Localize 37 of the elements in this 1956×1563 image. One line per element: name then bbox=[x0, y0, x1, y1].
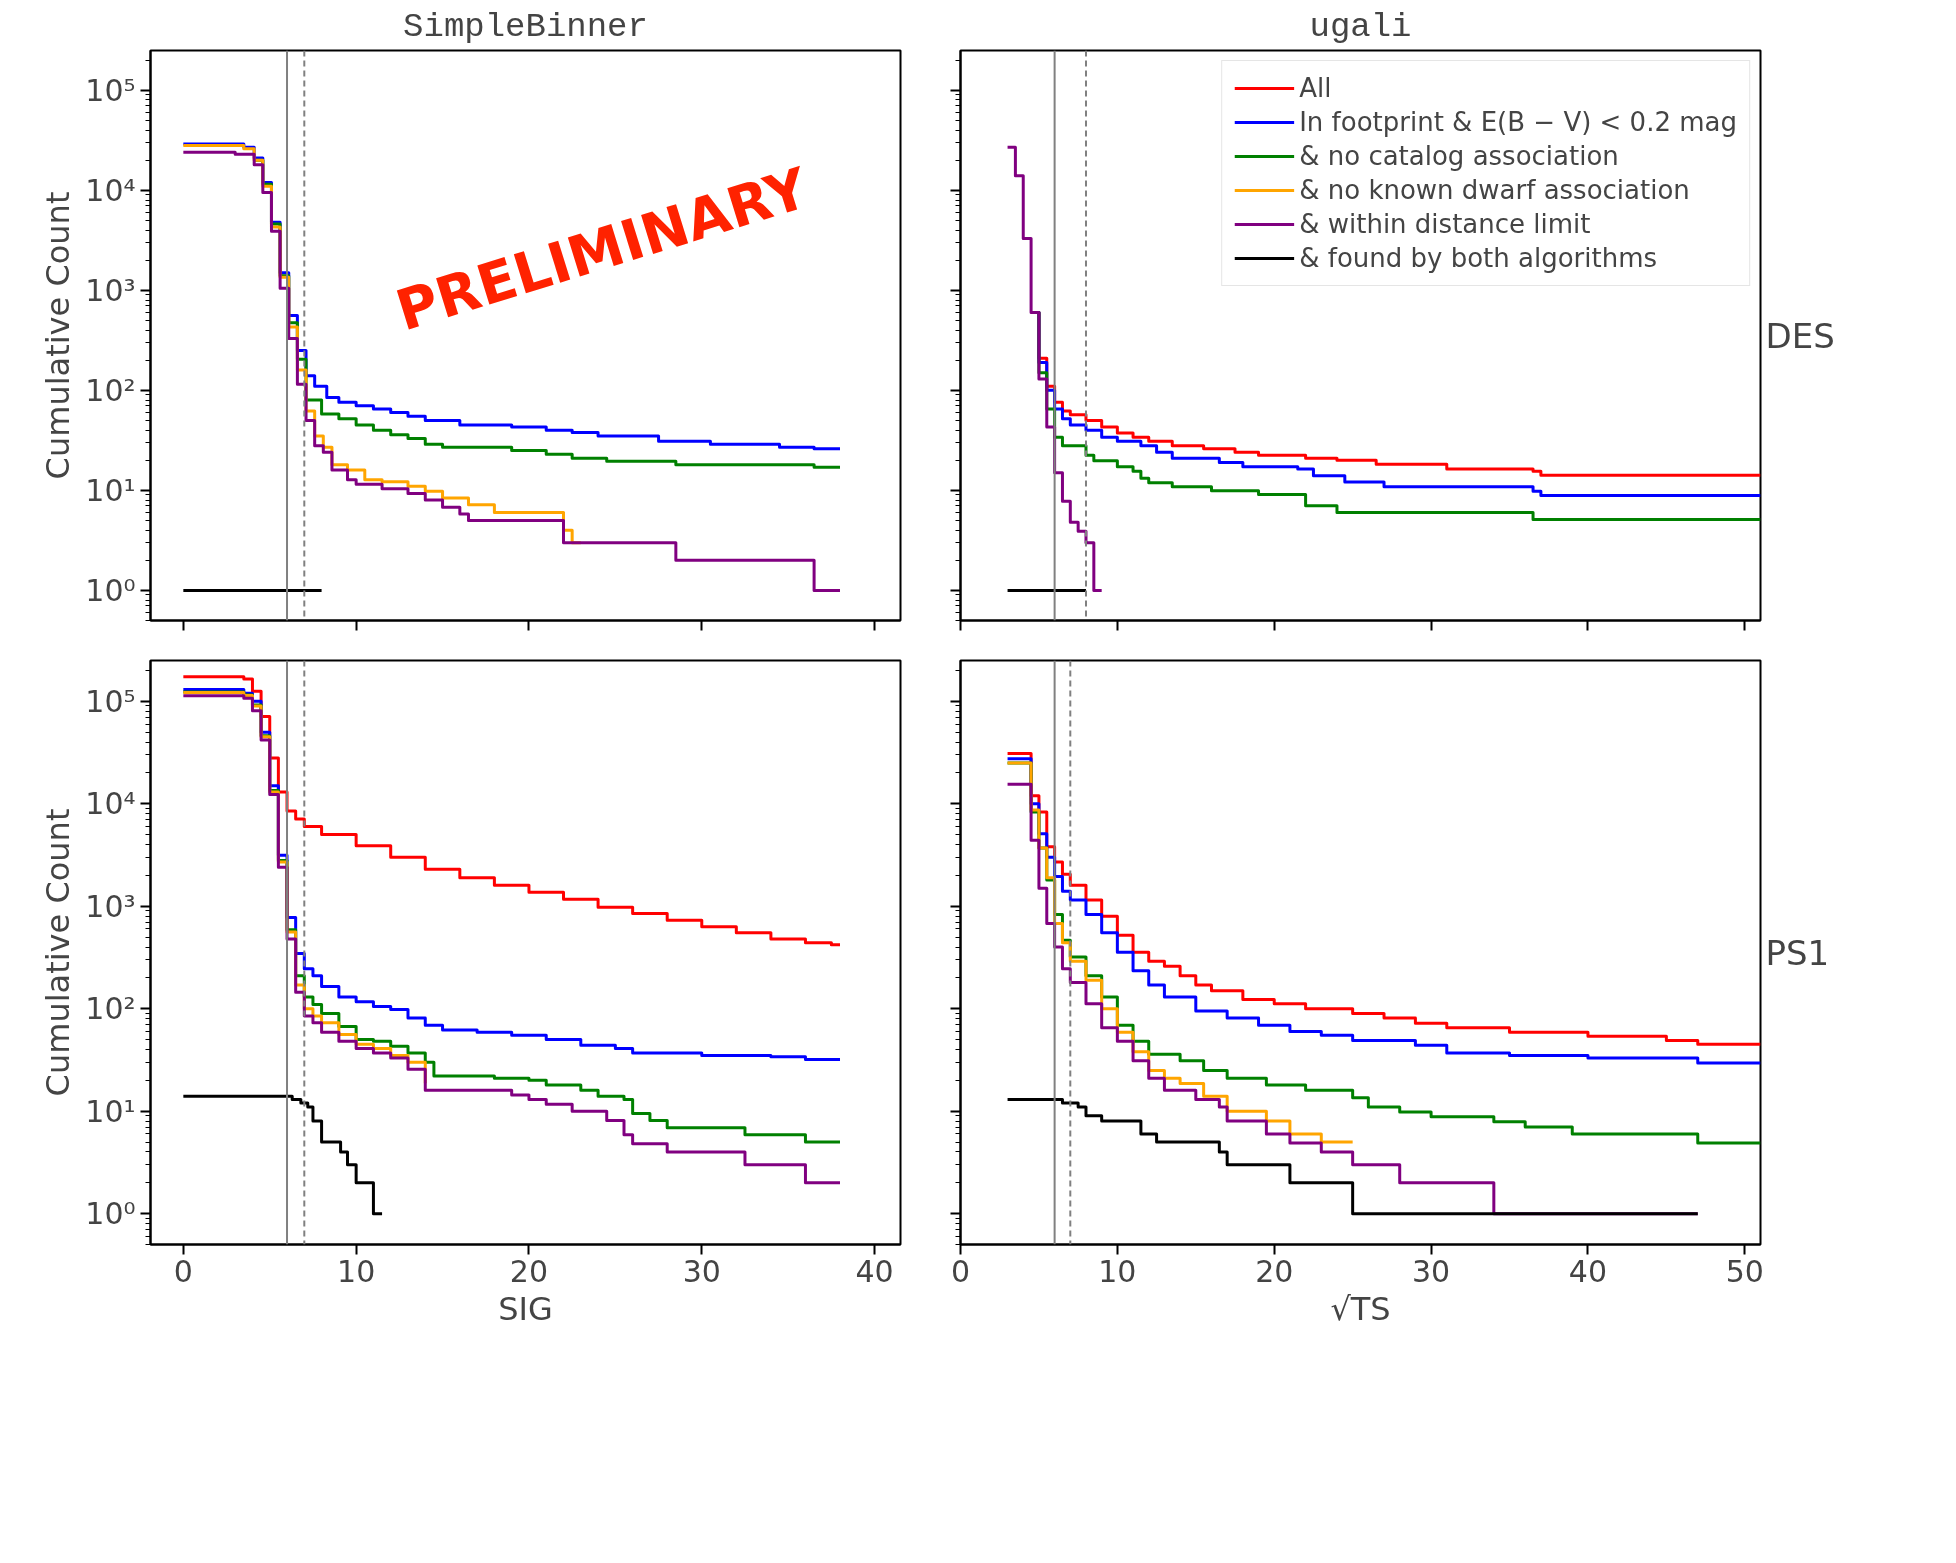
y-tick-label: 10¹ bbox=[85, 472, 136, 508]
y-tick-label: 10² bbox=[85, 372, 136, 408]
y-tick-label: 10⁰ bbox=[85, 572, 136, 608]
y-axis-title: Cumulative Count bbox=[39, 808, 78, 1097]
y-tick-label: 10⁴ bbox=[85, 172, 136, 208]
x-tick-label: 50 bbox=[1725, 1253, 1764, 1289]
legend-label: All bbox=[1299, 73, 1332, 103]
y-tick-label: 10⁵ bbox=[85, 72, 136, 108]
x-tick-label: 10 bbox=[337, 1253, 376, 1289]
chart-title: ugali bbox=[1309, 7, 1412, 46]
y-tick-label: 10³ bbox=[85, 888, 136, 924]
legend-label: & within distance limit bbox=[1299, 209, 1591, 239]
x-tick-label: 10 bbox=[1098, 1253, 1137, 1289]
y-tick-label: 10⁴ bbox=[85, 786, 136, 822]
y-tick-label: 10² bbox=[85, 991, 136, 1027]
x-axis-title: √TS bbox=[1330, 1289, 1391, 1328]
x-tick-label: 40 bbox=[1568, 1253, 1608, 1289]
chart-title: SimpleBinner bbox=[403, 7, 648, 46]
x-tick-label: 0 bbox=[173, 1253, 193, 1289]
legend-label: & found by both algorithms bbox=[1299, 243, 1658, 273]
x-axis-title: SIG bbox=[498, 1289, 553, 1328]
y-tick-label: 10³ bbox=[85, 272, 136, 308]
x-tick-label: 0 bbox=[950, 1253, 971, 1289]
x-tick-label: 30 bbox=[1412, 1253, 1451, 1289]
y-tick-label: 10⁰ bbox=[85, 1196, 136, 1232]
y-tick-label: 10⁵ bbox=[85, 683, 136, 719]
x-tick-label: 30 bbox=[682, 1253, 721, 1289]
y-axis-title: Cumulative Count bbox=[39, 191, 78, 480]
x-tick-label: 20 bbox=[1255, 1253, 1294, 1289]
y2-axis-title: DES bbox=[1765, 315, 1835, 356]
legend-label: & no known dwarf association bbox=[1299, 175, 1690, 205]
legend-label: & no catalog association bbox=[1299, 141, 1619, 171]
x-tick-label: 20 bbox=[509, 1253, 549, 1289]
y-tick-label: 10¹ bbox=[85, 1093, 136, 1129]
legend-label: In footprint & E(B − V) < 0.2 mag bbox=[1299, 107, 1737, 137]
y2-axis-title: PS1 bbox=[1765, 932, 1830, 973]
x-tick-label: 40 bbox=[855, 1253, 894, 1289]
